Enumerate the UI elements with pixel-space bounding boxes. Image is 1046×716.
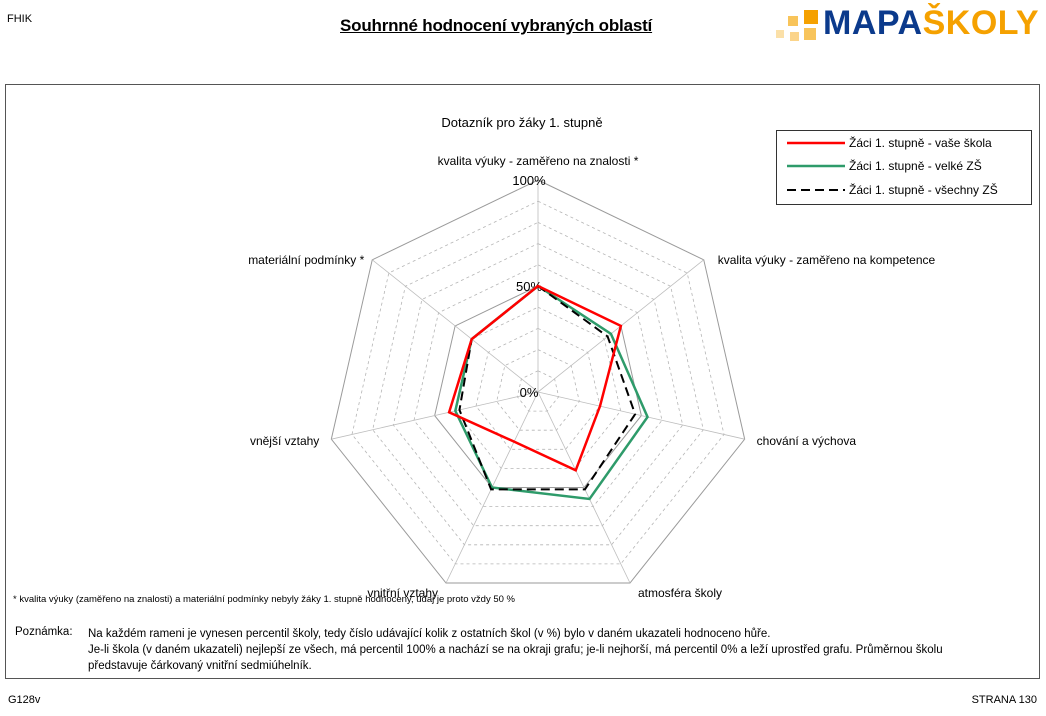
grid-ring <box>475 327 601 450</box>
axis-label: kvalita výuky - zaměřeno na znalosti * <box>438 154 639 168</box>
chart-code: G128v <box>8 694 41 706</box>
axis-spoke <box>372 259 539 393</box>
chart-legend: Žáci 1. stupně - vaše škola Žáci 1. stup… <box>776 130 1032 205</box>
radial-tick-label: 50% <box>516 279 542 294</box>
axis-label: atmosféra školy <box>638 586 722 600</box>
legend-item-vase-skola: Žáci 1. stupně - vaše škola <box>777 134 1033 154</box>
grid-ring <box>496 349 580 431</box>
legend-label: Žáci 1. stupně - velké ZŠ <box>849 159 982 173</box>
grid-ring <box>351 200 725 565</box>
legend-item-vsechny-zs: Žáci 1. stupně - všechny ZŠ <box>777 181 1033 201</box>
radial-tick-label: 100% <box>512 173 546 188</box>
axis-spoke <box>537 391 745 440</box>
page-title: Souhrnné hodnocení vybraných oblastí <box>340 16 653 35</box>
axis-label: chování a výchova <box>757 434 857 448</box>
note-text: Na každém rameni je vynesen percentil šk… <box>88 626 1018 674</box>
legend-item-velke-zs: Žáci 1. stupně - velké ZŠ <box>777 157 1033 177</box>
series-line-0 <box>447 284 623 473</box>
logo-text: MAPAŠKOLY <box>823 4 1040 42</box>
grid-ring <box>330 179 746 584</box>
note-label: Poznámka: <box>15 626 73 638</box>
series-line-2 <box>458 284 637 491</box>
axis-label: materiální podmínky * <box>248 253 364 267</box>
mapa-skoly-logo: MAPAŠKOLY <box>776 4 1040 46</box>
chart-title: Dotazník pro žáky 1. stupně <box>441 115 602 130</box>
series-line-1 <box>454 284 649 501</box>
legend-label: Žáci 1. stupně - vaše škola <box>849 136 992 150</box>
axis-label: vnitřní vztahy <box>367 586 438 600</box>
note-line: Je-li škola (v daném ukazateli) nejlepší… <box>88 644 943 656</box>
note-line: představuje čárkovaný vnitřní sedmiúheln… <box>88 660 312 672</box>
chart-footnote: * kvalita výuky (zaměřeno na znalosti) a… <box>13 594 516 605</box>
axis-spoke <box>331 391 539 440</box>
axis-spoke <box>537 391 631 584</box>
chart-frame <box>5 84 1040 679</box>
note-line: Na každém rameni je vynesen percentil šk… <box>88 628 771 640</box>
radial-tick-label: 0% <box>520 385 539 400</box>
report-code: FHIK <box>7 13 33 25</box>
grid-ring <box>413 264 663 508</box>
grid-ring <box>454 306 622 469</box>
axis-label: vnější vztahy <box>250 434 319 448</box>
grid-ring <box>434 285 642 489</box>
axis-label: kvalita výuky - zaměřeno na kompetence <box>718 253 936 267</box>
page-number: STRANA 130 <box>971 694 1037 706</box>
legend-label: Žáci 1. stupně - všechny ZŠ <box>849 183 998 197</box>
grid-ring <box>392 243 684 527</box>
grid-ring <box>372 221 704 546</box>
